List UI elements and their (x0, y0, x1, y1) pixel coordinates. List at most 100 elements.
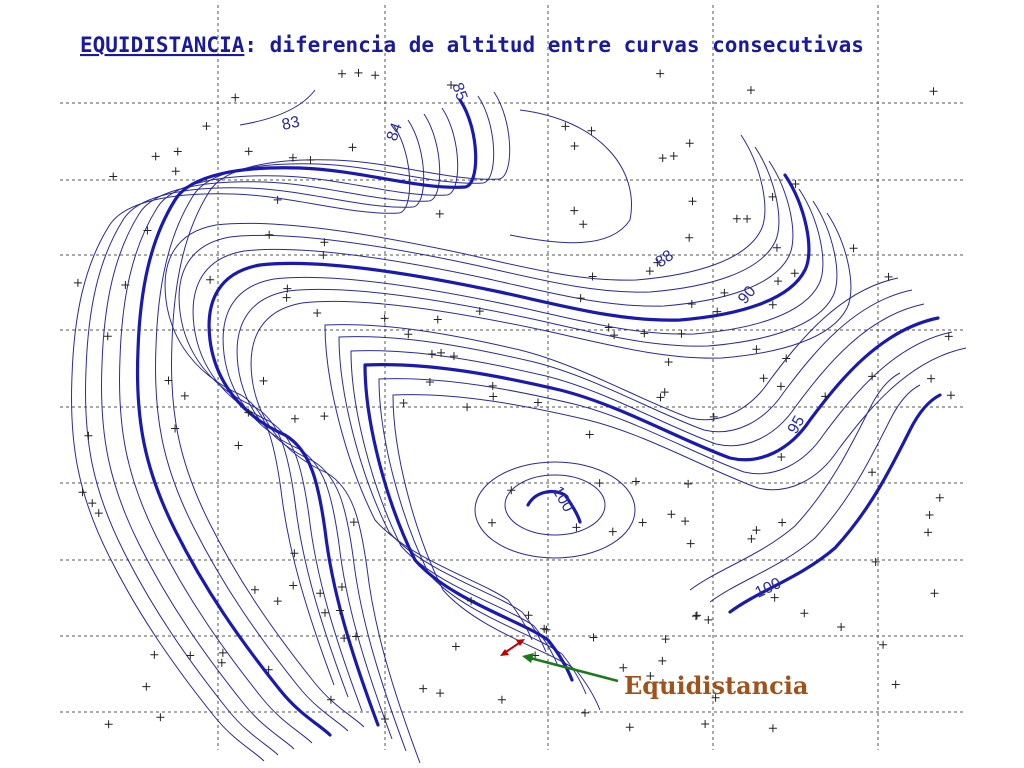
survey-point (570, 206, 579, 215)
survey-point (244, 147, 253, 156)
contour-label: 83 (280, 114, 301, 134)
survey-point (437, 348, 446, 357)
survey-point (704, 615, 713, 624)
survey-point (713, 307, 722, 316)
survey-point (849, 244, 858, 253)
survey-point (488, 381, 497, 390)
survey-point (320, 412, 329, 421)
survey-point (380, 715, 389, 724)
thin-contours (70, 89, 967, 764)
survey-points (73, 68, 955, 733)
survey-point (475, 307, 484, 316)
survey-point (316, 589, 325, 598)
survey-point (540, 624, 549, 633)
survey-point (380, 314, 389, 323)
survey-point (259, 376, 268, 385)
survey-point (156, 713, 165, 722)
survey-point (451, 642, 460, 651)
survey-point (610, 331, 619, 340)
survey-point (656, 69, 665, 78)
survey-point (425, 377, 434, 386)
survey-point (533, 398, 542, 407)
survey-point (436, 689, 445, 698)
survey-point (524, 611, 533, 620)
survey-point (685, 233, 694, 242)
survey-point (151, 152, 160, 161)
survey-point (791, 179, 800, 188)
survey-point (868, 468, 877, 477)
contour-label: 100 (753, 575, 784, 602)
title-term: EQUIDISTANCIA (80, 33, 245, 57)
survey-point (752, 345, 761, 354)
survey-point (946, 391, 955, 400)
survey-point (433, 315, 442, 324)
survey-point (701, 719, 710, 728)
survey-point (570, 142, 579, 151)
survey-point (685, 139, 694, 148)
survey-point (265, 230, 274, 239)
survey-point (109, 172, 118, 181)
survey-point (774, 277, 783, 286)
grid (60, 5, 965, 750)
survey-point (667, 510, 676, 519)
survey-point (944, 332, 953, 341)
survey-point (142, 682, 151, 691)
survey-point (561, 122, 570, 131)
contour-label: 88 (653, 247, 677, 271)
survey-point (640, 329, 649, 338)
survey-point (542, 625, 551, 634)
survey-point (164, 376, 173, 385)
survey-point (143, 226, 152, 235)
survey-point (604, 323, 613, 332)
survey-point (782, 354, 791, 363)
survey-point (283, 284, 292, 293)
survey-point (320, 608, 329, 617)
survey-point (821, 392, 830, 401)
survey-point (340, 634, 349, 643)
survey-point (186, 651, 195, 660)
survey-point (608, 527, 617, 536)
survey-point (595, 479, 604, 488)
survey-point (588, 272, 597, 281)
survey-point (326, 695, 335, 704)
survey-point (677, 329, 686, 338)
survey-point (732, 214, 741, 223)
survey-point (759, 374, 768, 383)
survey-point (273, 195, 282, 204)
survey-point (150, 650, 159, 659)
survey-point (768, 192, 777, 201)
survey-point (669, 152, 678, 161)
survey-point (404, 330, 413, 339)
survey-point (399, 398, 408, 407)
survey-point (747, 534, 756, 543)
survey-point (587, 126, 596, 135)
contour-label: 85 (448, 81, 470, 104)
survey-point (288, 153, 297, 162)
survey-point (661, 635, 670, 644)
survey-point (349, 518, 358, 527)
survey-point (711, 693, 720, 702)
survey-point (770, 593, 779, 602)
equidistance-marker (500, 639, 619, 683)
survey-point (660, 388, 669, 397)
survey-point (580, 708, 589, 717)
survey-point (103, 332, 112, 341)
survey-point (645, 267, 654, 276)
survey-point (88, 499, 97, 508)
survey-point (320, 238, 329, 247)
survey-point (171, 424, 180, 433)
survey-point (884, 272, 893, 281)
survey-point (691, 612, 700, 621)
survey-point (234, 441, 243, 450)
survey-point (319, 251, 328, 260)
survey-point (290, 549, 299, 558)
survey-point (631, 477, 640, 486)
survey-point (250, 585, 259, 594)
survey-point (930, 589, 939, 598)
survey-point (589, 633, 598, 642)
survey-point (337, 582, 346, 591)
survey-point (579, 220, 588, 229)
survey-point (313, 309, 322, 318)
contour-labels: 83 84 85 88 90 95 100 100 (280, 81, 808, 602)
